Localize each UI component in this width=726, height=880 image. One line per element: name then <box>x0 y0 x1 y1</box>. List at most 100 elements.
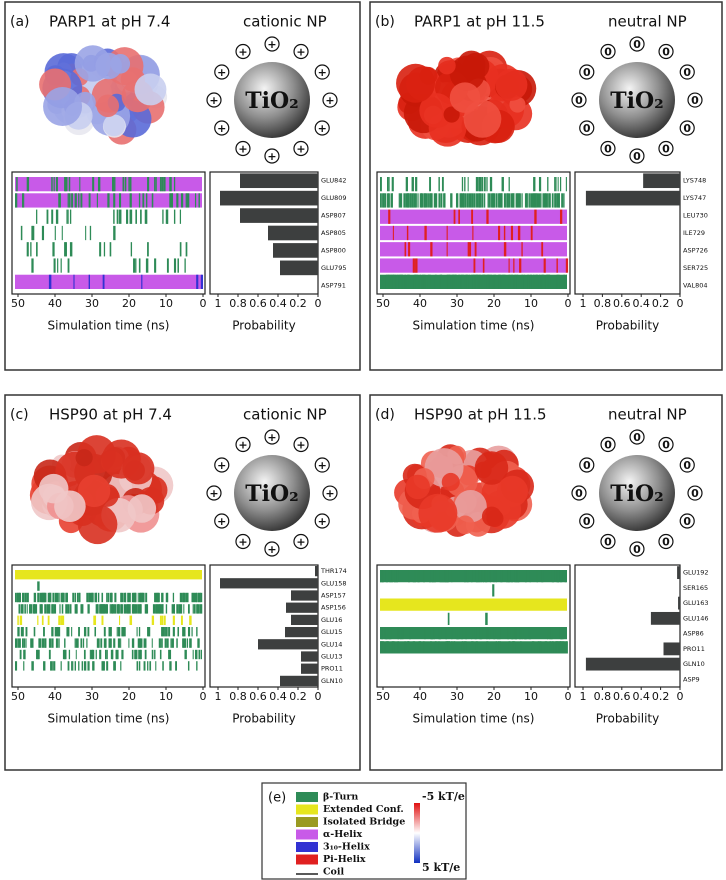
charge-ring <box>687 92 703 108</box>
structure-stripe <box>183 604 185 614</box>
structure-stripe <box>164 638 167 648</box>
structure-stripe <box>184 638 187 648</box>
structure-stripe <box>391 641 394 654</box>
structure-stripe <box>440 274 443 289</box>
panel-border <box>4 1 361 371</box>
structure-stripe <box>165 592 168 603</box>
structure-stripe <box>506 570 508 583</box>
structure-stripe <box>180 615 183 625</box>
structure-stripe <box>417 570 419 583</box>
structure-stripe <box>173 209 176 224</box>
charge: + <box>296 536 305 549</box>
structure-stripe <box>25 627 28 637</box>
structure-stripe <box>533 274 535 289</box>
structure-stripe <box>521 242 523 257</box>
structure-stripe <box>66 592 68 603</box>
structure-stripe <box>554 193 557 208</box>
bar <box>678 596 680 610</box>
charge-ring <box>629 541 645 557</box>
structure-stripe <box>446 242 448 257</box>
structure-stripe <box>126 604 129 614</box>
x-axis-title: Simulation time (ns) <box>413 319 535 333</box>
structure-stripe <box>194 193 197 208</box>
structure-stripe <box>54 225 56 241</box>
charge-ring <box>322 485 338 501</box>
structure-stripe <box>133 258 136 273</box>
charge-ring <box>600 436 616 453</box>
np-text: TiO₂ <box>610 481 664 507</box>
structure-stripe <box>114 177 116 192</box>
structure-stripe <box>112 649 114 660</box>
structure-stripe <box>557 570 560 583</box>
structure-stripe <box>480 570 482 583</box>
structure-stripe <box>391 193 393 208</box>
structure-stripe <box>450 193 452 208</box>
category-label: GLU13 <box>321 653 342 661</box>
structure-stripe <box>60 615 63 625</box>
structure-stripe <box>87 604 90 614</box>
structure-stripe <box>78 592 80 603</box>
category-label: ASP86 <box>683 630 704 638</box>
structure-stripe <box>45 638 47 648</box>
bar <box>301 663 318 674</box>
structure-stripe <box>438 627 441 640</box>
structure-stripe <box>96 638 99 648</box>
structure-stripe <box>557 193 560 208</box>
structure-stripe <box>19 615 23 625</box>
category-label: GLU14 <box>321 640 342 648</box>
structure-stripe <box>79 592 81 603</box>
structure-stripe <box>399 193 402 208</box>
structure-stripe <box>173 604 175 614</box>
x-axis-title: Simulation time (ns) <box>48 712 170 726</box>
structure-stripe <box>559 570 563 583</box>
charge-ring <box>314 120 330 136</box>
structure-stripe <box>411 193 414 208</box>
molecule-blob <box>449 82 481 113</box>
structure-stripe <box>159 638 161 648</box>
structure-stripe <box>198 193 200 208</box>
structure-stripe <box>406 225 409 241</box>
structure-stripe <box>129 209 132 224</box>
structure-stripe <box>417 193 419 208</box>
structure-stripe <box>161 592 163 603</box>
molecule-blob <box>75 449 93 467</box>
structure-stripe <box>53 258 56 273</box>
structure-stripe <box>116 627 118 637</box>
structure-stripe <box>94 615 97 625</box>
structure-stripe <box>26 177 30 192</box>
structure-stripe <box>82 638 85 648</box>
molecule-blob <box>127 494 157 523</box>
structure-stripe <box>513 258 515 273</box>
structure-stripe <box>151 649 154 660</box>
bar <box>585 190 680 206</box>
structure-stripe <box>481 274 484 289</box>
molecule-blob <box>77 504 118 545</box>
structure-stripe <box>380 177 382 192</box>
panel-border <box>4 394 361 771</box>
structure-stripe <box>36 649 38 660</box>
structure-stripe <box>528 627 530 640</box>
structure-stripe <box>171 193 173 208</box>
structure-stripe <box>197 604 200 614</box>
structure-stripe <box>72 661 74 671</box>
structure-stripe <box>54 627 56 637</box>
structure-stripe <box>466 570 469 583</box>
structure-stripe <box>19 649 22 660</box>
structure-stripe <box>190 638 192 648</box>
legend-label: (e) <box>268 791 286 806</box>
structure-stripe <box>394 274 396 289</box>
charge: + <box>238 438 247 451</box>
structure-stripe <box>87 627 90 637</box>
structure-stripe <box>162 627 165 637</box>
structure-stripe <box>53 177 55 192</box>
structure-stripe <box>557 274 560 289</box>
structure-stripe <box>486 177 488 192</box>
category-label: GLU192 <box>683 569 709 577</box>
structure-stripe <box>186 592 189 603</box>
structure-stripe <box>64 177 67 192</box>
structure-stripe <box>72 592 75 603</box>
structure-stripe <box>194 649 198 660</box>
structure-stripe <box>486 274 489 289</box>
structure-stripe <box>430 641 432 654</box>
structure-stripe <box>389 627 392 640</box>
